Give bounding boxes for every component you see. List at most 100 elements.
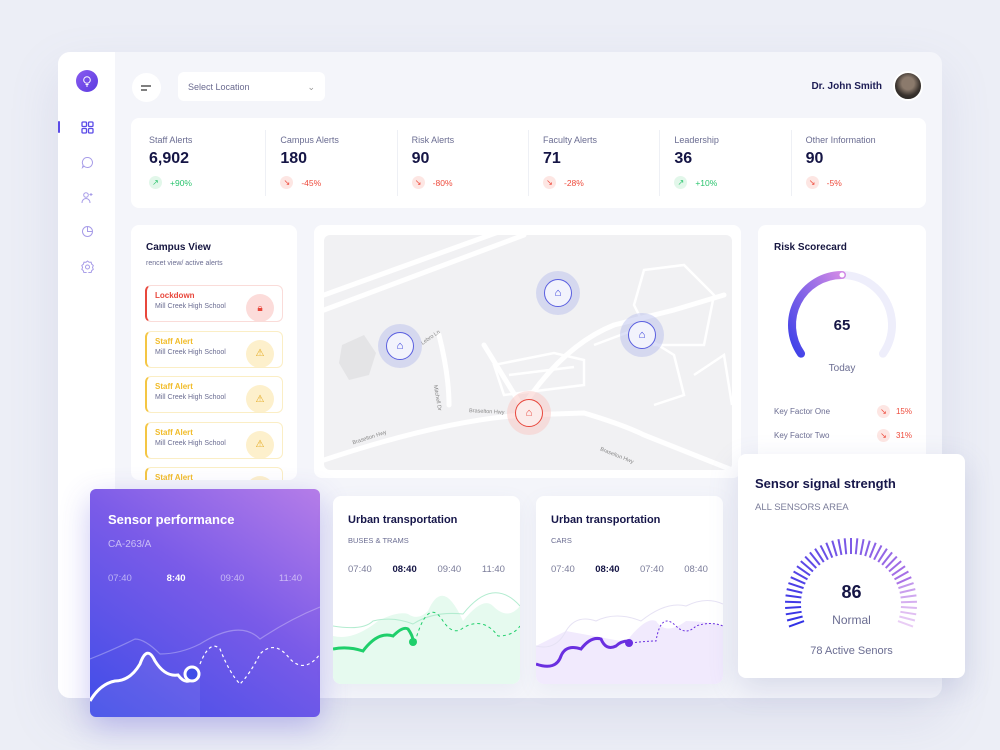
stat-label: Risk Alerts [411,135,455,145]
stat-risk-alerts[interactable]: Risk Alerts 90 ↘ -80% [398,130,529,196]
key-factor-row: Key Factor One ↘ 15% [774,405,912,418]
sidebar-item-reports[interactable] [78,222,96,240]
chat-icon [81,156,93,169]
sidebar-item-awards[interactable] [78,257,96,275]
gauge-tick [896,576,912,585]
alert-school: Mill Creek High School [155,348,226,356]
school-pin[interactable]: ⌂ [378,324,422,368]
current-point-marker [625,639,633,647]
time-label[interactable]: 09:40 [437,564,462,575]
user-avatar[interactable] [893,71,923,101]
time-label[interactable]: 07:40 [348,564,372,575]
time-label[interactable]: 07:40 [639,564,664,575]
stat-value: 36 [674,150,693,167]
user-name: Dr. John Smith [811,81,882,92]
warning-icon: ⚠︎ [246,339,274,367]
arrow-down-right-icon: ↘ [411,176,425,189]
gauge-tick [900,594,917,599]
arrow-down-right-icon: ↘ [280,176,294,189]
gauge-tick [897,620,914,628]
stat-label: Staff Alerts [149,135,193,145]
stat-staff-alerts[interactable]: Staff Alerts 6,902 ↗ +90% [135,130,267,196]
stats-card: Staff Alerts 6,902 ↗ +90% Campus Alerts 180 ↘ -… [131,118,926,208]
current-point-marker [409,638,417,646]
time-label[interactable]: 07:40 [108,573,132,584]
signal-status: Normal [832,613,871,627]
time-label[interactable]: 08:40 [595,564,620,575]
stat-change: ↘ -45% [280,176,382,189]
gauge-tick [899,588,916,594]
time-label[interactable]: 11:40 [278,573,302,584]
school-pin[interactable]: ⌂ [536,271,580,315]
risk-scorecard-title: Risk Scorecard [774,242,847,253]
school-pin-alert[interactable]: ⌂ [507,391,551,435]
arrow-down-right-icon: ↘ [805,176,819,189]
active-nav-indicator [58,121,60,133]
gauge-tick [881,551,893,566]
stat-change: ↘ -80% [411,176,514,189]
location-select[interactable]: Select Location ⌄ [178,72,325,101]
warning-icon: ⚠︎ [246,430,274,458]
warning-icon: ⚠︎ [246,385,274,412]
time-label[interactable]: 07:40 [551,564,575,575]
stat-campus-alerts[interactable]: Campus Alerts 180 ↘ -45% [266,130,398,196]
stat-change: ↗ +10% [674,176,776,189]
stat-faculty-alerts[interactable]: Faculty Alerts 71 ↘ -28% [529,130,661,196]
school-icon: ⌂ [628,321,656,349]
menu-button[interactable] [132,73,161,102]
urban-subtitle: BUSES & TRAMS [348,536,409,545]
alert-title: Staff Alert [155,427,193,437]
stat-value: 90 [805,150,824,167]
stat-other-information[interactable]: Other Information 90 ↘ -5% [792,130,922,196]
gauge-tick [790,576,806,585]
time-label[interactable]: 09:40 [220,573,245,584]
buses-chart [333,592,520,684]
signal-title: Sensor signal strength [755,476,896,491]
gauge-tick [843,538,848,555]
sensor-performance-title: Sensor performance [108,512,235,527]
gauge-tick [819,544,829,561]
alert-school: Mill Creek High School [155,303,226,310]
stat-leadership[interactable]: Leadership 36 ↗ +10% [660,130,792,196]
stat-change-value: +90% [170,177,192,188]
stat-label: Campus Alerts [280,135,339,145]
time-label[interactable]: 11:40 [481,564,505,575]
arrow-down-right-icon: ↘ [876,429,890,442]
campus-map[interactable]: Braselton Hwy Braselton Hwy Braselton Hw… [324,235,732,470]
alert-title: Staff Alert [155,336,193,346]
school-pin[interactable]: ⌂ [620,313,664,357]
gauge-tick [888,560,902,573]
stat-value: 180 [280,150,308,167]
sidebar-item-dashboard[interactable] [78,118,96,136]
alert-item[interactable]: Staff Alert Mill Creek High School ⚠︎ [145,330,283,368]
location-select-placeholder: Select Location [188,82,250,92]
time-label[interactable]: 08:40 [392,564,417,575]
gauge-fill [788,271,846,358]
alert-school: Mill Creek High School [155,394,226,401]
sidebar-item-users[interactable] [78,188,96,206]
gauge-tick [900,606,917,610]
stat-change-value: -80% [432,177,453,188]
alert-item[interactable]: Lockdown Mill Creek High School 🔒︎ [145,285,283,322]
badge-icon [80,259,94,273]
school-icon: ⌂ [386,332,414,360]
time-label[interactable]: 8:40 [166,573,186,584]
key-factor-value: 31% [895,431,912,440]
current-point-marker [183,665,201,683]
active-sensors: 78 Active Senors [810,645,893,657]
school-icon: ⌂ [515,399,543,427]
warning-icon: ⚠︎ [246,476,274,480]
urban-subtitle: CARS [551,536,572,545]
gauge-tick [804,555,817,569]
time-label[interactable]: 08:40 [684,564,708,575]
app-logo[interactable] [76,70,98,92]
gauge-tick [825,542,834,559]
gauge-tick [894,570,909,581]
campus-view-subtitle: rencet view/ active alerts [146,260,223,267]
sidebar-item-messages[interactable] [78,153,96,171]
cars-chart [536,600,723,684]
school-icon: ⌂ [544,279,572,307]
